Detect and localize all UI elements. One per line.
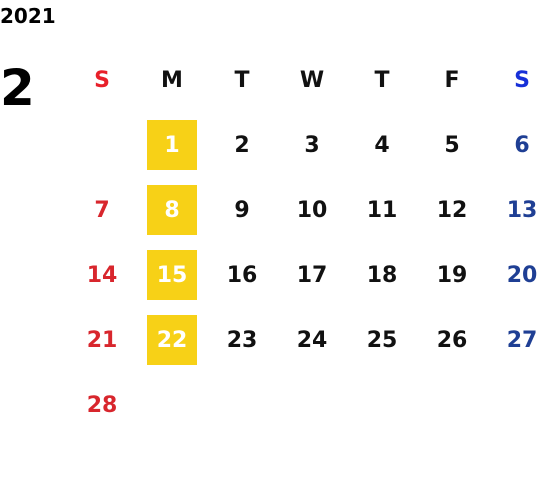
day: 23	[226, 327, 258, 353]
day: 27	[506, 327, 538, 353]
day: 24	[296, 327, 328, 353]
day: 3	[304, 132, 320, 158]
year: 2021	[0, 4, 56, 28]
day: 5	[444, 132, 460, 158]
weekday-header: S	[94, 67, 110, 93]
day: 6	[514, 132, 530, 158]
day: 14	[86, 262, 118, 288]
weekday-header: T	[374, 67, 390, 93]
weekday-header: M	[161, 67, 183, 93]
month: 2	[0, 59, 35, 117]
day: 2	[234, 132, 250, 158]
day: 16	[226, 262, 258, 288]
weekday-header: W	[299, 67, 325, 93]
day: 11	[366, 197, 398, 223]
day: 7	[94, 197, 110, 223]
day: 10	[296, 197, 328, 223]
day: 9	[234, 197, 250, 223]
weekday-header: F	[444, 67, 460, 93]
day: 20	[506, 262, 538, 288]
day: 28	[86, 392, 118, 418]
day: 26	[436, 327, 468, 353]
day: 1	[147, 120, 197, 170]
day: 4	[374, 132, 390, 158]
day: 22	[147, 315, 197, 365]
day: 21	[86, 327, 118, 353]
day: 15	[147, 250, 197, 300]
weekday-header: S	[514, 67, 530, 93]
day: 17	[296, 262, 328, 288]
day: 18	[366, 262, 398, 288]
day: 8	[147, 185, 197, 235]
weekday-header: T	[234, 67, 250, 93]
day: 25	[366, 327, 398, 353]
day: 19	[436, 262, 468, 288]
day: 12	[436, 197, 468, 223]
day: 13	[506, 197, 538, 223]
